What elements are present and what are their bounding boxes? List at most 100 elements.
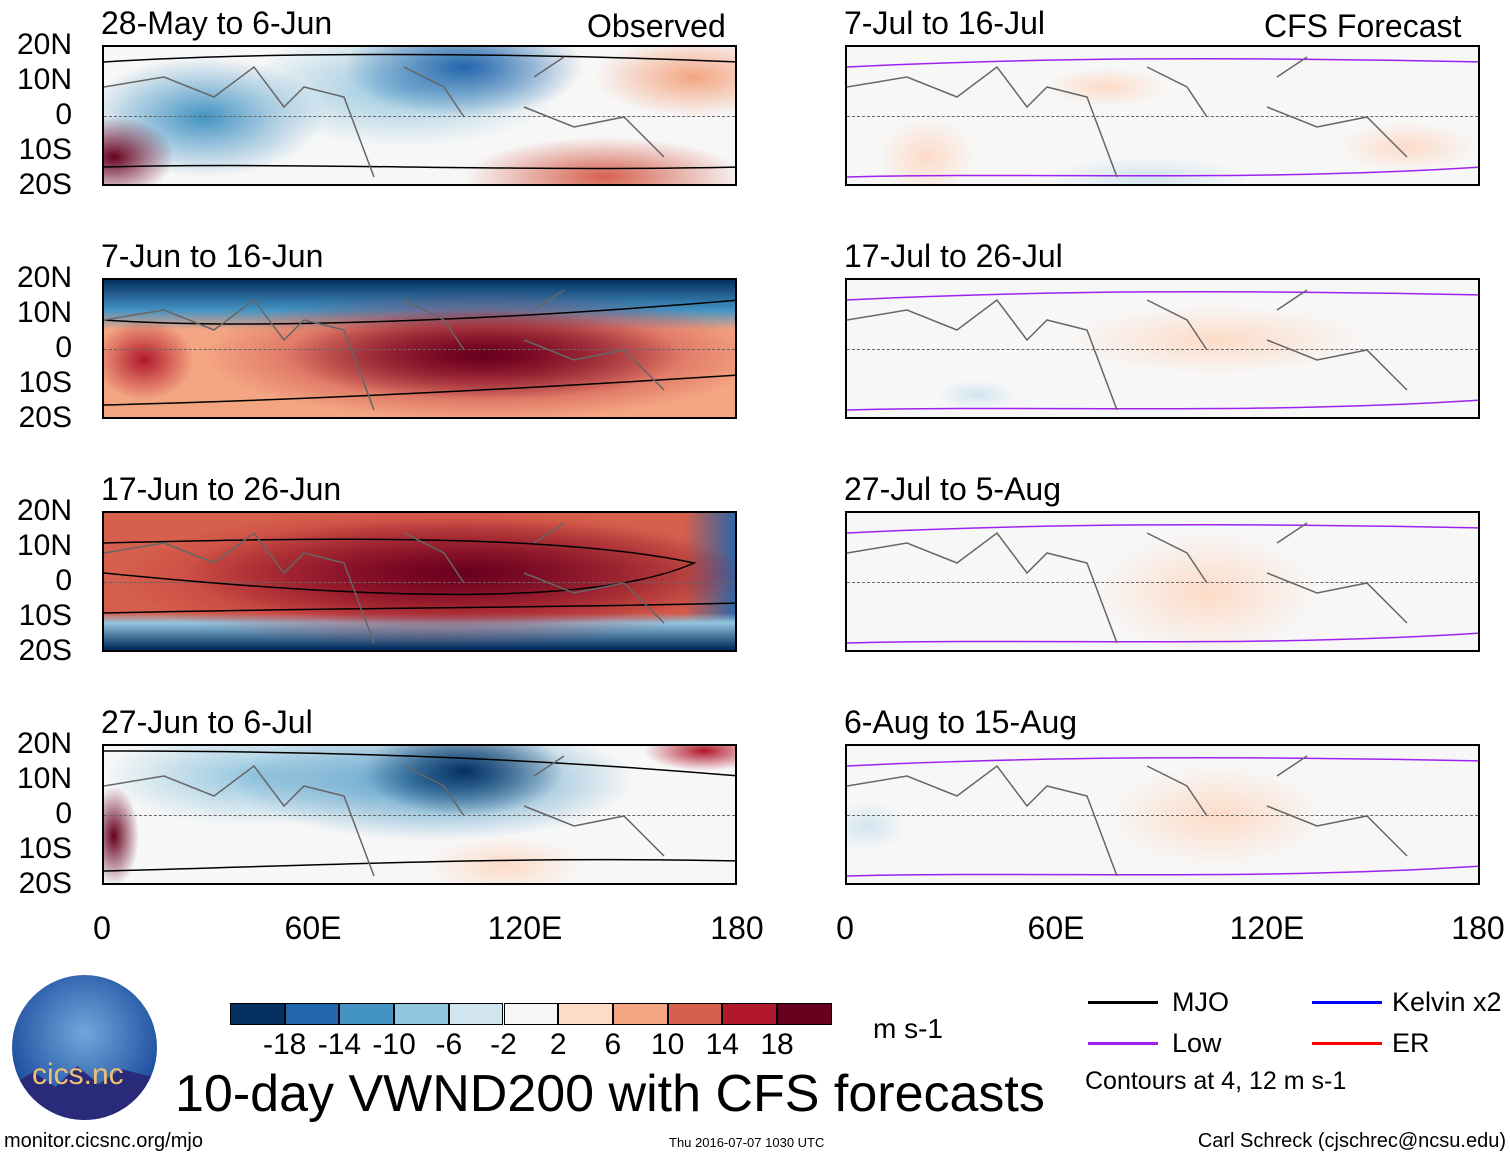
logo-text: cics.nc	[32, 1058, 124, 1091]
colorbar-swatch	[230, 1003, 285, 1025]
contour-line	[104, 602, 735, 614]
map-panel	[845, 278, 1480, 419]
colorbar-label: 10	[650, 1028, 685, 1061]
lat-label: 0	[55, 331, 72, 364]
contour-line	[104, 858, 735, 872]
coastline	[104, 56, 665, 178]
contour-overlay	[847, 56, 1478, 178]
map-panel	[102, 278, 737, 419]
coastline	[847, 522, 1408, 644]
contour-line	[847, 632, 1478, 644]
colorbar-label: 2	[549, 1028, 567, 1061]
lat-label: 20S	[18, 867, 72, 900]
lat-label: 10S	[18, 599, 72, 632]
lat-label: 20S	[18, 168, 72, 201]
colorbar-label: 18	[760, 1028, 794, 1061]
panel-title: 27-Jun to 6-Jul	[101, 704, 313, 740]
equator-line	[847, 815, 1478, 816]
contour-line	[104, 538, 697, 596]
colorbar-swatch	[448, 1003, 504, 1025]
panel-title: 27-Jul to 5-Aug	[844, 471, 1062, 507]
coastline	[104, 522, 665, 644]
lon-label: 180	[710, 910, 764, 946]
equator-line	[104, 116, 735, 117]
colorbar-label: -14	[317, 1028, 362, 1061]
colorbar-label: 6	[604, 1028, 622, 1061]
lat-label: 10S	[18, 832, 72, 865]
map-panel	[845, 511, 1480, 652]
contour-overlay	[104, 53, 735, 178]
legend-mjo: MJO	[1172, 987, 1229, 1017]
colorbar-swatch	[777, 1003, 832, 1025]
lat-label: 20N	[16, 261, 72, 294]
colorbar-label: -18	[263, 1028, 307, 1061]
legend-kelvin: Kelvin x2	[1392, 987, 1502, 1017]
lat-label: 10N	[16, 529, 72, 562]
equator-line	[847, 116, 1478, 117]
map-panel	[845, 744, 1480, 885]
forecast-label: CFS Forecast	[1264, 8, 1462, 44]
coastline	[104, 289, 665, 411]
contour-line	[104, 374, 735, 406]
map-panel	[102, 511, 737, 652]
cics-logo: cics.nc	[12, 975, 157, 1120]
contour-overlay	[104, 750, 735, 877]
lat-label: 20N	[16, 28, 72, 61]
contour-line	[847, 166, 1478, 178]
lon-label: 0	[93, 910, 111, 946]
footer-author: Carl Schreck (cjschrec@ncsu.edu)	[1197, 1130, 1506, 1152]
contour-note: Contours at 4, 12 m s-1	[1085, 1067, 1347, 1095]
equator-line	[847, 349, 1478, 350]
legend-low: Low	[1172, 1028, 1222, 1058]
lat-label: 20S	[18, 634, 72, 667]
equator-line	[104, 815, 735, 816]
equator-line	[104, 349, 735, 350]
colorbar-swatch	[558, 1003, 613, 1025]
lat-label: 20N	[16, 494, 72, 527]
legend-line-mjo	[1088, 1001, 1158, 1004]
footer-timestamp: Thu 2016-07-07 1030 UTC	[669, 1135, 825, 1150]
colorbar-label: -2	[490, 1028, 517, 1061]
contour-line	[847, 865, 1478, 877]
figure-title: 10-day VWND200 with CFS forecasts	[175, 1065, 1045, 1123]
footer-url[interactable]: monitor.cicsnc.org/mjo	[4, 1130, 203, 1152]
colorbar-swatch	[667, 1003, 723, 1025]
colorbar-swatch	[394, 1003, 449, 1025]
lon-label: 0	[836, 910, 854, 946]
lon-label: 60E	[1027, 910, 1085, 946]
colorbar-swatch	[339, 1003, 395, 1025]
contour-line	[847, 756, 1478, 767]
panel-title: 7-Jul to 16-Jul	[844, 5, 1045, 41]
lon-label: 120E	[1229, 910, 1305, 946]
equator-line	[104, 582, 735, 583]
lon-label: 120E	[487, 910, 563, 946]
map-panel	[845, 45, 1480, 186]
lat-label: 10S	[18, 133, 72, 166]
contour-line	[847, 57, 1478, 68]
map-panel	[102, 45, 737, 186]
contour-overlay	[104, 289, 735, 411]
map-panel	[102, 744, 737, 885]
panel-title: 28-May to 6-Jun	[101, 5, 333, 41]
coastline	[847, 755, 1408, 877]
contour-overlay	[847, 289, 1478, 411]
contour-line	[104, 164, 735, 170]
lat-label: 20N	[16, 727, 72, 760]
colorbar-label: 14	[705, 1028, 739, 1061]
lon-label: 60E	[284, 910, 342, 946]
colorbar-swatch	[503, 1003, 559, 1025]
panel-title: 7-Jun to 16-Jun	[101, 238, 324, 274]
contour-overlay	[104, 522, 735, 644]
colorbar-swatch	[284, 1003, 340, 1025]
legend-line-low	[1088, 1042, 1158, 1045]
contour-line	[104, 299, 735, 325]
equator-line	[847, 582, 1478, 583]
colorbar-label: -6	[435, 1028, 463, 1061]
lat-label: 20S	[18, 401, 72, 434]
contour-line	[847, 290, 1478, 301]
legend-er: ER	[1392, 1028, 1430, 1058]
contour-overlay	[847, 522, 1478, 644]
contour-line	[104, 750, 735, 777]
lat-label: 10N	[16, 762, 72, 795]
